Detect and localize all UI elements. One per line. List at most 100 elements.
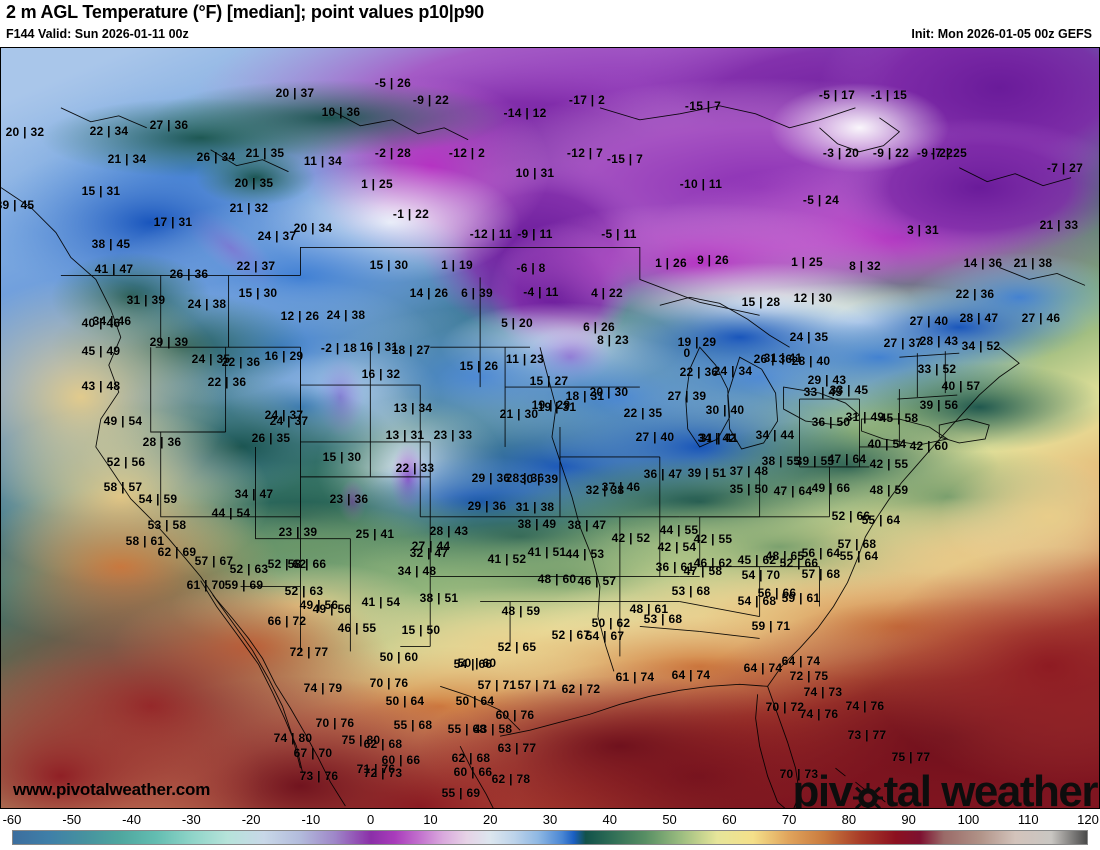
point-value: 28 | 36 — [142, 435, 182, 449]
point-value: 15 | 30 — [238, 286, 278, 300]
colorbar: -60 -50 -40 -30 -20 -10 0 10 20 30 40 50 60 70 80 90 100… — [0, 812, 1100, 850]
colorbar-ticks: -60 -50 -40 -30 -20 -10 0 10 20 30 40 50 60 70 80 90 100… — [0, 812, 1100, 828]
point-value: 34 | 48 — [397, 564, 437, 578]
point-value: 26 | 36 — [169, 267, 209, 281]
point-value: 15 | 30 — [322, 450, 362, 464]
map-canvas[interactable]: 20 | 32 39 | 45 22 | 34 15 | 31 38 | 45 41 | … — [0, 47, 1100, 809]
point-value: -12 | 2 — [448, 146, 486, 160]
point-value: 3 | 31 — [907, 223, 939, 237]
point-value: -7 | 27 — [1046, 161, 1084, 175]
point-value: 47 | 64 — [773, 484, 813, 498]
point-value: 31 | 41 — [699, 431, 739, 445]
point-value: 55 | 69 — [441, 786, 481, 800]
point-value: -6 | 8 — [516, 261, 546, 275]
point-value: 15 | 30 — [369, 258, 409, 272]
point-value: 28 | 40 — [791, 354, 831, 368]
point-value: 56 | 66 — [757, 586, 797, 600]
point-value: 20 | 32 — [5, 125, 45, 139]
point-value: 31 | 41 — [763, 351, 803, 365]
colorbar-gradient[interactable] — [12, 830, 1088, 845]
point-value: 42 | 52 — [611, 531, 651, 545]
point-value: -7 | 25 — [930, 146, 968, 160]
point-value: -15 | 7 — [684, 99, 722, 113]
point-value: 16 | 32 — [361, 367, 401, 381]
point-value: 15 | 26 — [459, 359, 499, 373]
point-value: 34 | 47 — [234, 487, 274, 501]
point-value: 47 | 58 — [683, 564, 723, 578]
point-value: 28 | 43 — [429, 524, 469, 538]
point-value: 23 | 36 — [329, 492, 369, 506]
point-value: 17 | 31 — [153, 215, 193, 229]
colorbar-tick-label: 20 — [482, 812, 498, 827]
point-value: 38 | 49 — [517, 517, 557, 531]
colorbar-tick-label: 90 — [901, 812, 916, 827]
point-value: 25 | 41 — [355, 527, 395, 541]
point-value: 27 | 44 — [411, 539, 451, 553]
point-value: 15 | 50 — [401, 623, 441, 637]
point-value: 57 | 68 — [801, 567, 841, 581]
point-value: 24 | 35 — [789, 330, 829, 344]
point-value: 5 | 20 — [501, 316, 533, 330]
gear-sun-icon — [852, 777, 883, 808]
page-title: 2 m AGL Temperature (°F) [median]; point… — [6, 2, 484, 22]
point-value: 47 | 64 — [827, 452, 867, 466]
point-value: 71 | 76 — [356, 762, 396, 776]
header: 2 m AGL Temperature (°F) [median]; point… — [0, 0, 1100, 50]
point-value: 75 | 80 — [341, 733, 381, 747]
point-value: 22 | 35 — [623, 406, 663, 420]
point-value: 16 | 31 — [359, 340, 399, 354]
colorbar-tick-label: 110 — [1017, 812, 1039, 827]
point-value: 1 | 25 — [361, 177, 393, 191]
point-value: 39 | 55 — [795, 454, 835, 468]
point-value: 44 | 53 — [565, 547, 605, 561]
point-value: 28 | 43 — [919, 334, 959, 348]
point-value: 1 | 19 — [441, 258, 473, 272]
point-value: 73 | 77 — [847, 728, 887, 742]
point-value: 58 | 61 — [125, 534, 165, 548]
point-value: -3 | 20 — [822, 146, 860, 160]
point-value: 55 | 64 — [839, 549, 879, 563]
point-value: 41 | 51 — [527, 545, 567, 559]
point-value: 8 | 23 — [597, 333, 629, 347]
point-value: 48 | 59 — [501, 604, 541, 618]
point-value: 40 | 46 — [81, 316, 121, 330]
point-value: 4 | 22 — [591, 286, 623, 300]
colorbar-tick-label: 40 — [602, 812, 617, 827]
point-value: 54 | 66 — [453, 657, 493, 671]
point-value: 44 | 54 — [211, 506, 251, 520]
point-value: 38 | 55 — [761, 454, 801, 468]
point-value: 34 | 46 — [92, 314, 132, 328]
point-value: 29 | 36 — [467, 499, 507, 513]
point-value: 0 — [683, 346, 691, 360]
point-value: 52 | 65 — [497, 640, 537, 654]
point-value: 50 | 60 — [457, 656, 497, 670]
logo-text-part2: tal weather — [883, 767, 1099, 809]
point-value: 30 | 39 — [519, 472, 559, 486]
point-value: 49 | 56 — [312, 602, 352, 616]
point-value: 15 | 28 — [741, 295, 781, 309]
point-value: 38 | 45 — [91, 237, 131, 251]
point-value: -2 | 18 — [320, 341, 358, 355]
point-value: 62 | 78 — [491, 772, 531, 786]
point-value: 34 | 52 — [961, 339, 1001, 353]
point-value: 48 | 59 — [869, 483, 909, 497]
point-value: 41 | 47 — [94, 262, 134, 276]
point-value: 21 | 32 — [229, 201, 269, 215]
point-value: -15 | 7 — [606, 152, 644, 166]
point-value: 54 | 59 — [138, 492, 178, 506]
point-value: 27 | 46 — [1021, 311, 1061, 325]
point-value: 22 | 36 — [221, 355, 261, 369]
point-value: -5 | 26 — [374, 76, 412, 90]
point-value: 20 | 37 — [275, 86, 315, 100]
temperature-field — [1, 48, 1099, 808]
point-value: 54 | 70 — [741, 568, 781, 582]
point-value: 45 | 62 — [737, 553, 777, 567]
point-value: 24 | 38 — [326, 308, 366, 322]
point-value: 74 | 76 — [845, 699, 885, 713]
point-value: 49 | 66 — [811, 481, 851, 495]
point-value: 48 | 65 — [765, 549, 805, 563]
point-value: 62 | 72 — [561, 682, 601, 696]
point-value: 22 | 34 — [89, 124, 129, 138]
point-value: 48 | 60 — [537, 572, 577, 586]
